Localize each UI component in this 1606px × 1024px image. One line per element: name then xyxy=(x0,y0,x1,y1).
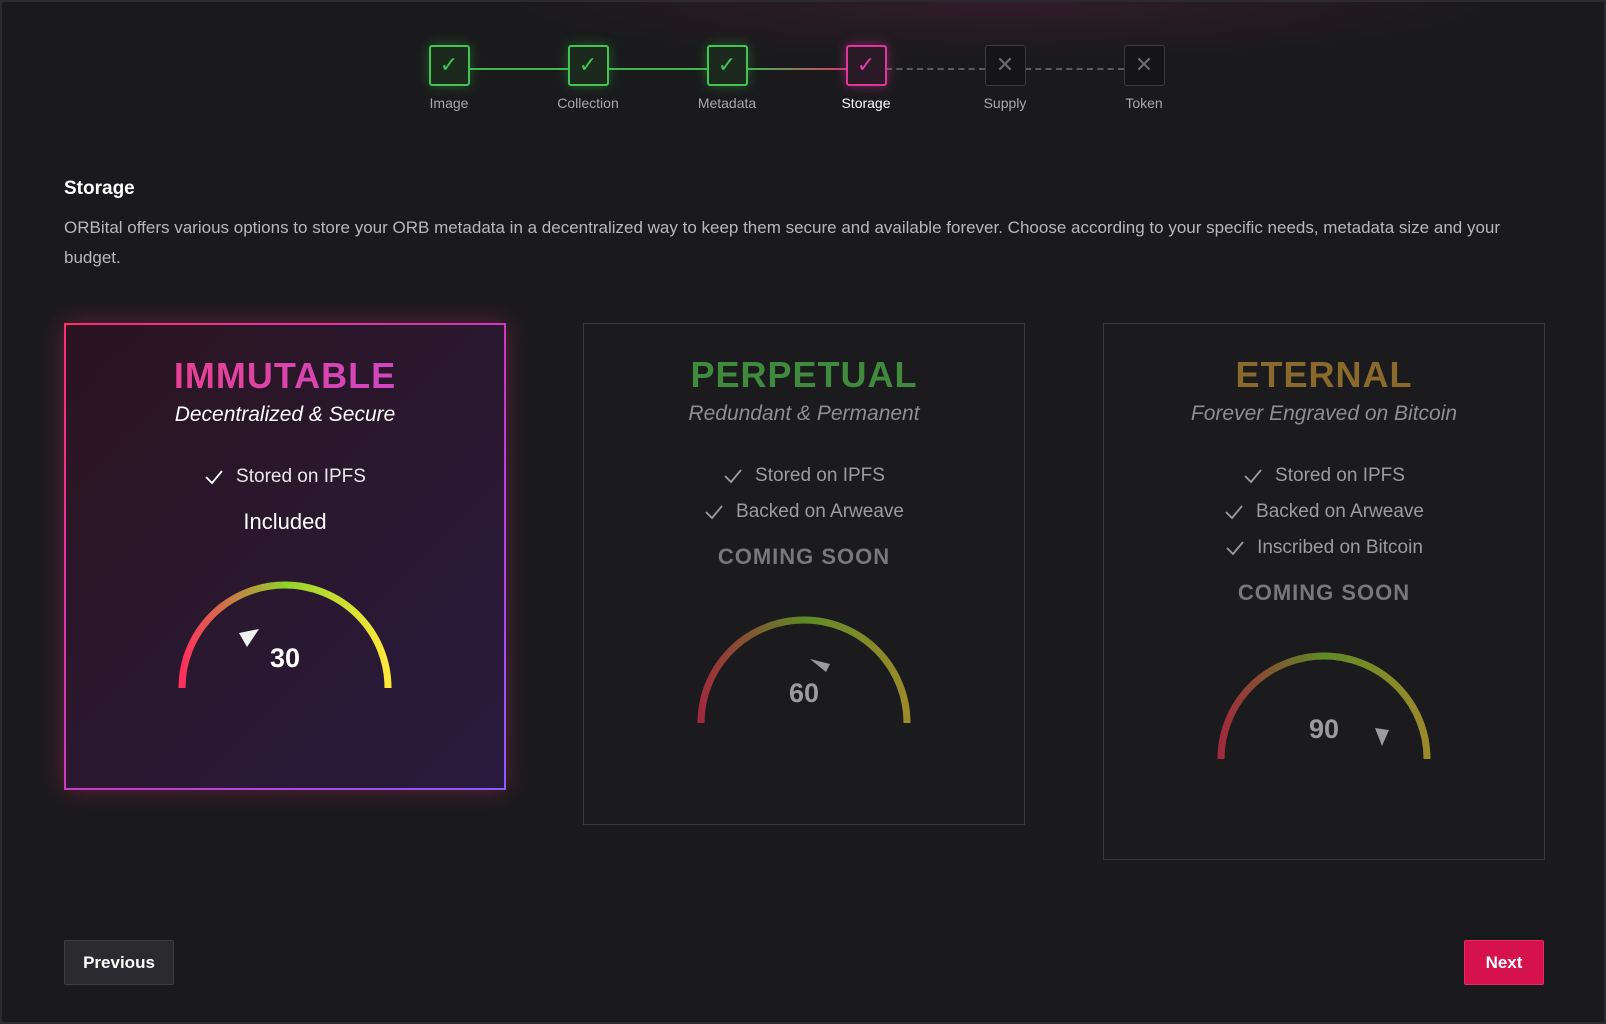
feature-label: Inscribed on Bitcoin xyxy=(1257,537,1423,558)
progress-stepper: ✓ Image ✓ Collection ✓ Metadata ✓ Storag… xyxy=(2,2,1606,132)
feature-list: Stored on IPFS Backed on Arweave xyxy=(584,458,1024,530)
step-metadata[interactable]: ✓ Metadata xyxy=(657,45,797,111)
cross-icon: ✕ xyxy=(1123,45,1165,86)
check-icon xyxy=(1225,505,1243,520)
next-button[interactable]: Next xyxy=(1464,940,1544,985)
check-icon xyxy=(205,470,223,485)
feature-label: Stored on IPFS xyxy=(755,465,885,486)
check-icon: ✓ xyxy=(567,45,609,86)
step-label: Supply xyxy=(983,95,1027,111)
step-collection[interactable]: ✓ Collection xyxy=(518,45,658,111)
security-gauge: 90 xyxy=(1214,646,1434,766)
check-icon: ✓ xyxy=(428,45,470,86)
card-subtitle: Decentralized & Secure xyxy=(174,403,396,426)
section-title: Storage xyxy=(64,178,135,199)
feature-item: Stored on IPFS xyxy=(66,459,504,495)
check-icon: ✓ xyxy=(706,45,748,86)
step-token[interactable]: ✕ Token xyxy=(1074,45,1214,111)
price-status: COMING SOON xyxy=(1237,580,1411,605)
card-title: PERPETUAL xyxy=(690,354,918,395)
check-icon xyxy=(1244,469,1262,484)
step-connector xyxy=(747,68,846,70)
feature-label: Backed on Arweave xyxy=(736,501,904,522)
security-gauge: 30 xyxy=(175,575,395,695)
cross-icon: ✕ xyxy=(984,45,1026,86)
feature-item: Backed on Arweave xyxy=(1104,494,1544,530)
step-connector xyxy=(469,68,568,70)
step-storage[interactable]: ✓ Storage xyxy=(796,45,936,111)
storage-option-eternal[interactable]: ETERNAL Forever Engraved on Bitcoin Stor… xyxy=(1103,323,1545,860)
check-icon: ✓ xyxy=(845,45,887,86)
feature-label: Backed on Arweave xyxy=(1256,501,1424,522)
check-icon xyxy=(1226,541,1244,556)
feature-item: Backed on Arweave xyxy=(584,494,1024,530)
step-label: Token xyxy=(1125,95,1163,111)
step-label: Collection xyxy=(557,95,619,111)
feature-item: Stored on IPFS xyxy=(1104,458,1544,494)
gauge-dial xyxy=(1217,652,1431,760)
step-label: Image xyxy=(429,95,469,111)
feature-label: Stored on IPFS xyxy=(236,466,366,487)
step-connector xyxy=(608,68,707,70)
step-connector xyxy=(1025,68,1124,70)
card-title: IMMUTABLE xyxy=(66,355,504,397)
card-subtitle: Redundant & Permanent xyxy=(688,402,920,425)
feature-list: Stored on IPFS xyxy=(66,459,504,495)
gauge-value: 90 xyxy=(1308,714,1340,744)
gauge-needle xyxy=(239,629,259,647)
gauge-needle xyxy=(1375,728,1389,746)
section-description: ORBital offers various options to store … xyxy=(64,218,1501,267)
gauge-value: 60 xyxy=(788,678,820,708)
step-image[interactable]: ✓ Image xyxy=(379,45,519,111)
price-status: Included xyxy=(243,509,327,534)
storage-option-immutable[interactable]: IMMUTABLE Decentralized & Secure Stored … xyxy=(64,323,506,790)
security-gauge: 60 xyxy=(694,610,914,730)
check-icon xyxy=(705,505,723,520)
gauge-dial xyxy=(178,581,392,689)
price-status: COMING SOON xyxy=(717,544,891,569)
storage-option-perpetual[interactable]: PERPETUAL Redundant & Permanent Stored o… xyxy=(583,323,1025,825)
gauge-dial xyxy=(697,616,911,724)
card-subtitle: Forever Engraved on Bitcoin xyxy=(1190,402,1458,425)
gauge-needle xyxy=(810,659,830,672)
feature-item: Inscribed on Bitcoin xyxy=(1104,530,1544,566)
step-label: Storage xyxy=(841,95,891,111)
step-label: Metadata xyxy=(697,95,757,111)
previous-button[interactable]: Previous xyxy=(64,940,174,985)
step-connector xyxy=(886,68,985,70)
step-supply[interactable]: ✕ Supply xyxy=(935,45,1075,111)
check-icon xyxy=(724,469,742,484)
gauge-value: 30 xyxy=(269,643,301,673)
feature-list: Stored on IPFS Backed on Arweave Inscrib… xyxy=(1104,458,1544,566)
feature-item: Stored on IPFS xyxy=(584,458,1024,494)
feature-label: Stored on IPFS xyxy=(1275,465,1405,486)
card-title: ETERNAL xyxy=(1235,354,1413,395)
